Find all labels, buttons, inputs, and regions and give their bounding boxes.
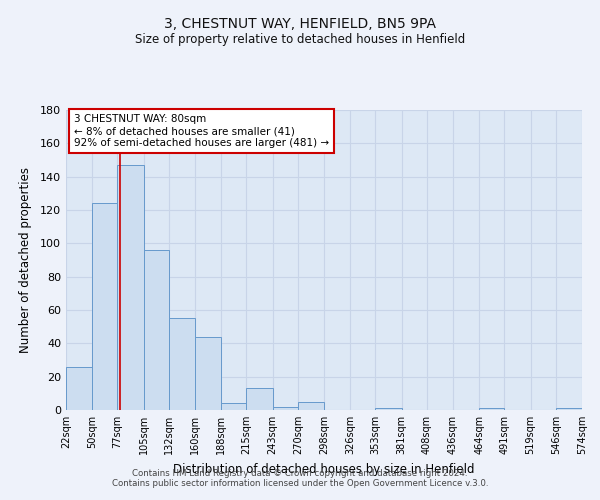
- Bar: [298, 402, 324, 410]
- Bar: [118, 165, 143, 410]
- Bar: [169, 318, 195, 410]
- X-axis label: Distribution of detached houses by size in Henfield: Distribution of detached houses by size …: [173, 462, 475, 475]
- Text: 3, CHESTNUT WAY, HENFIELD, BN5 9PA: 3, CHESTNUT WAY, HENFIELD, BN5 9PA: [164, 18, 436, 32]
- Bar: [247, 388, 272, 410]
- Y-axis label: Number of detached properties: Number of detached properties: [19, 167, 32, 353]
- Text: Size of property relative to detached houses in Henfield: Size of property relative to detached ho…: [135, 32, 465, 46]
- Bar: [556, 408, 582, 410]
- Bar: [143, 250, 169, 410]
- Bar: [479, 408, 505, 410]
- Bar: [221, 404, 247, 410]
- Bar: [92, 204, 118, 410]
- Bar: [272, 406, 298, 410]
- Text: Contains public sector information licensed under the Open Government Licence v.: Contains public sector information licen…: [112, 479, 488, 488]
- Bar: [66, 366, 92, 410]
- Text: 3 CHESTNUT WAY: 80sqm
← 8% of detached houses are smaller (41)
92% of semi-detac: 3 CHESTNUT WAY: 80sqm ← 8% of detached h…: [74, 114, 329, 148]
- Bar: [376, 408, 401, 410]
- Bar: [195, 336, 221, 410]
- Text: Contains HM Land Registry data © Crown copyright and database right 2024.: Contains HM Land Registry data © Crown c…: [132, 469, 468, 478]
